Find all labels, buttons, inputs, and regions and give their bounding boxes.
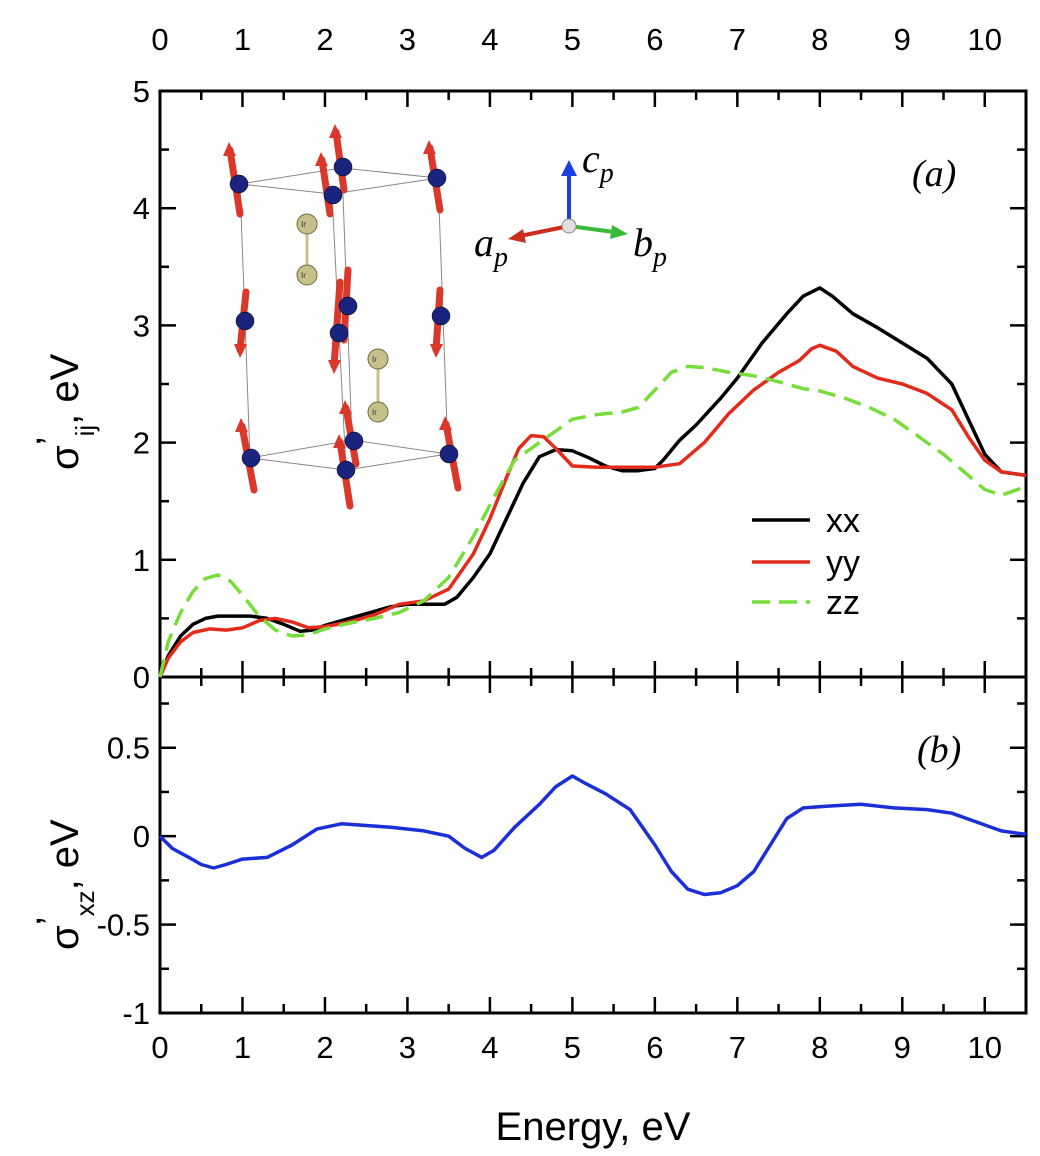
ir-dimers: Ir Ir Ir Ir: [296, 213, 389, 423]
panel-a-y-axis-subscript: ij: [70, 425, 100, 437]
b-axis-label: bp: [633, 220, 667, 273]
ir-atom-1: [296, 213, 318, 235]
x-tick-label-bottom: 1: [234, 1030, 251, 1065]
ir-atom-2: [296, 264, 318, 286]
y-tick-label: 0: [133, 819, 150, 854]
panel-b-y-axis-sigma: σ: [43, 925, 87, 950]
x-tick-label-bottom: 5: [564, 1030, 581, 1065]
bottom-x-tick-labels: 0 1 2 3 4 5 6 7 8 9 10: [151, 1030, 1002, 1065]
panel-a-y-axis-prime: ’: [29, 436, 73, 445]
panel-a-y-tick-labels: 0 1 2 3 4 5: [133, 74, 150, 695]
x-tick-label-top: 3: [399, 22, 416, 57]
panel-a-series: [158, 286, 1027, 678]
panel-b-y-axis-prime: ’: [29, 916, 73, 925]
x-tick-label-bottom: 3: [399, 1030, 416, 1065]
legend-label-zz: zz: [826, 584, 860, 622]
series-line-xx: [158, 286, 1027, 678]
x-tick-label-bottom: 8: [811, 1030, 828, 1065]
x-tick-label-top: 8: [811, 22, 828, 57]
x-tick-label-top: 6: [646, 22, 663, 57]
x-tick-label-top: 1: [234, 22, 251, 57]
panel-b-y-axis-title: σ’xz, eV: [29, 819, 100, 950]
panel-b-y-axis-subscript: xz: [70, 890, 100, 916]
x-tick-label-bottom: 7: [729, 1030, 746, 1065]
y-tick-label: 2: [133, 426, 150, 461]
x-tick-label-top: 9: [894, 22, 911, 57]
panel-a-y-axis-unit: , eV: [43, 353, 87, 424]
y-tick-label: -1: [122, 996, 150, 1031]
panel-b-series: [158, 774, 1027, 897]
o-atoms: [229, 157, 459, 480]
x-tick-label-bottom: 6: [646, 1030, 663, 1065]
axis-triad: cp ap bp: [474, 136, 667, 273]
crystal-structure-inset: Ir Ir Ir Ir: [223, 124, 462, 510]
panel-a-y-axis-title: σ’ij, eV: [29, 353, 100, 470]
y-tick-label: 1: [133, 543, 150, 578]
x-axis-title: Energy, eV: [496, 1105, 691, 1149]
x-tick-label-top: 10: [968, 22, 1002, 57]
panel-a-label: (a): [912, 153, 956, 195]
panel-a-y-axis-sigma: σ: [43, 445, 87, 470]
c-axis-label: cp: [582, 136, 614, 189]
panel-b-y-axis-unit: , eV: [43, 819, 87, 890]
x-tick-label-bottom: 9: [894, 1030, 911, 1065]
ir-label-4: Ir: [372, 408, 377, 417]
ir-atom-3: [367, 348, 389, 370]
ir-label-1: Ir: [301, 220, 306, 229]
y-tick-label: -0.5: [97, 908, 150, 943]
a-axis-arrow: [519, 224, 570, 238]
x-tick-label-bottom: 4: [481, 1030, 498, 1065]
panel-b-frame: [158, 675, 1028, 1015]
top-x-tick-labels: 0 1 2 3 4 5 6 7 8 9 10: [151, 22, 1002, 57]
y-tick-label: 3: [133, 308, 150, 343]
y-tick-label: 0: [133, 660, 150, 695]
ir-label-3: Ir: [372, 355, 377, 364]
panel-b-label: (b): [917, 729, 961, 771]
triad-origin: [561, 218, 577, 234]
panel-b-ticks: [158, 677, 1028, 1015]
legend: xx yy zz: [752, 502, 860, 622]
y-tick-label: 0.5: [107, 731, 150, 766]
y-tick-label: 4: [133, 191, 150, 226]
x-tick-label-top: 5: [564, 22, 581, 57]
legend-label-yy: yy: [826, 544, 860, 582]
x-tick-label-top: 0: [151, 22, 168, 57]
spin-arrows: [226, 128, 462, 510]
c-axis-arrow-head: [561, 160, 577, 176]
b-axis-arrow-head: [610, 225, 628, 239]
b-axis-arrow: [568, 224, 615, 234]
spin-arrow-heads: [223, 124, 452, 448]
series-line-xz: [158, 774, 1027, 897]
x-tick-label-top: 7: [729, 22, 746, 57]
series-line-zz: [158, 364, 1027, 678]
x-tick-label-top: 4: [481, 22, 498, 57]
panel-b-y-tick-labels: -1 -0.5 0 0.5: [97, 731, 150, 1031]
a-axis-label: ap: [474, 220, 508, 273]
a-axis-arrow-head: [508, 229, 526, 243]
ir-label-2: Ir: [301, 271, 306, 280]
x-tick-label-bottom: 2: [316, 1030, 333, 1065]
x-tick-label-top: 2: [316, 22, 333, 57]
legend-label-xx: xx: [826, 502, 860, 540]
panel-a-ticks: [158, 89, 1028, 679]
x-tick-label-bottom: 0: [151, 1030, 168, 1065]
ir-atom-4: [367, 401, 389, 423]
y-tick-label: 5: [133, 74, 150, 109]
x-tick-label-bottom: 10: [968, 1030, 1002, 1065]
series-line-yy: [158, 343, 1027, 678]
